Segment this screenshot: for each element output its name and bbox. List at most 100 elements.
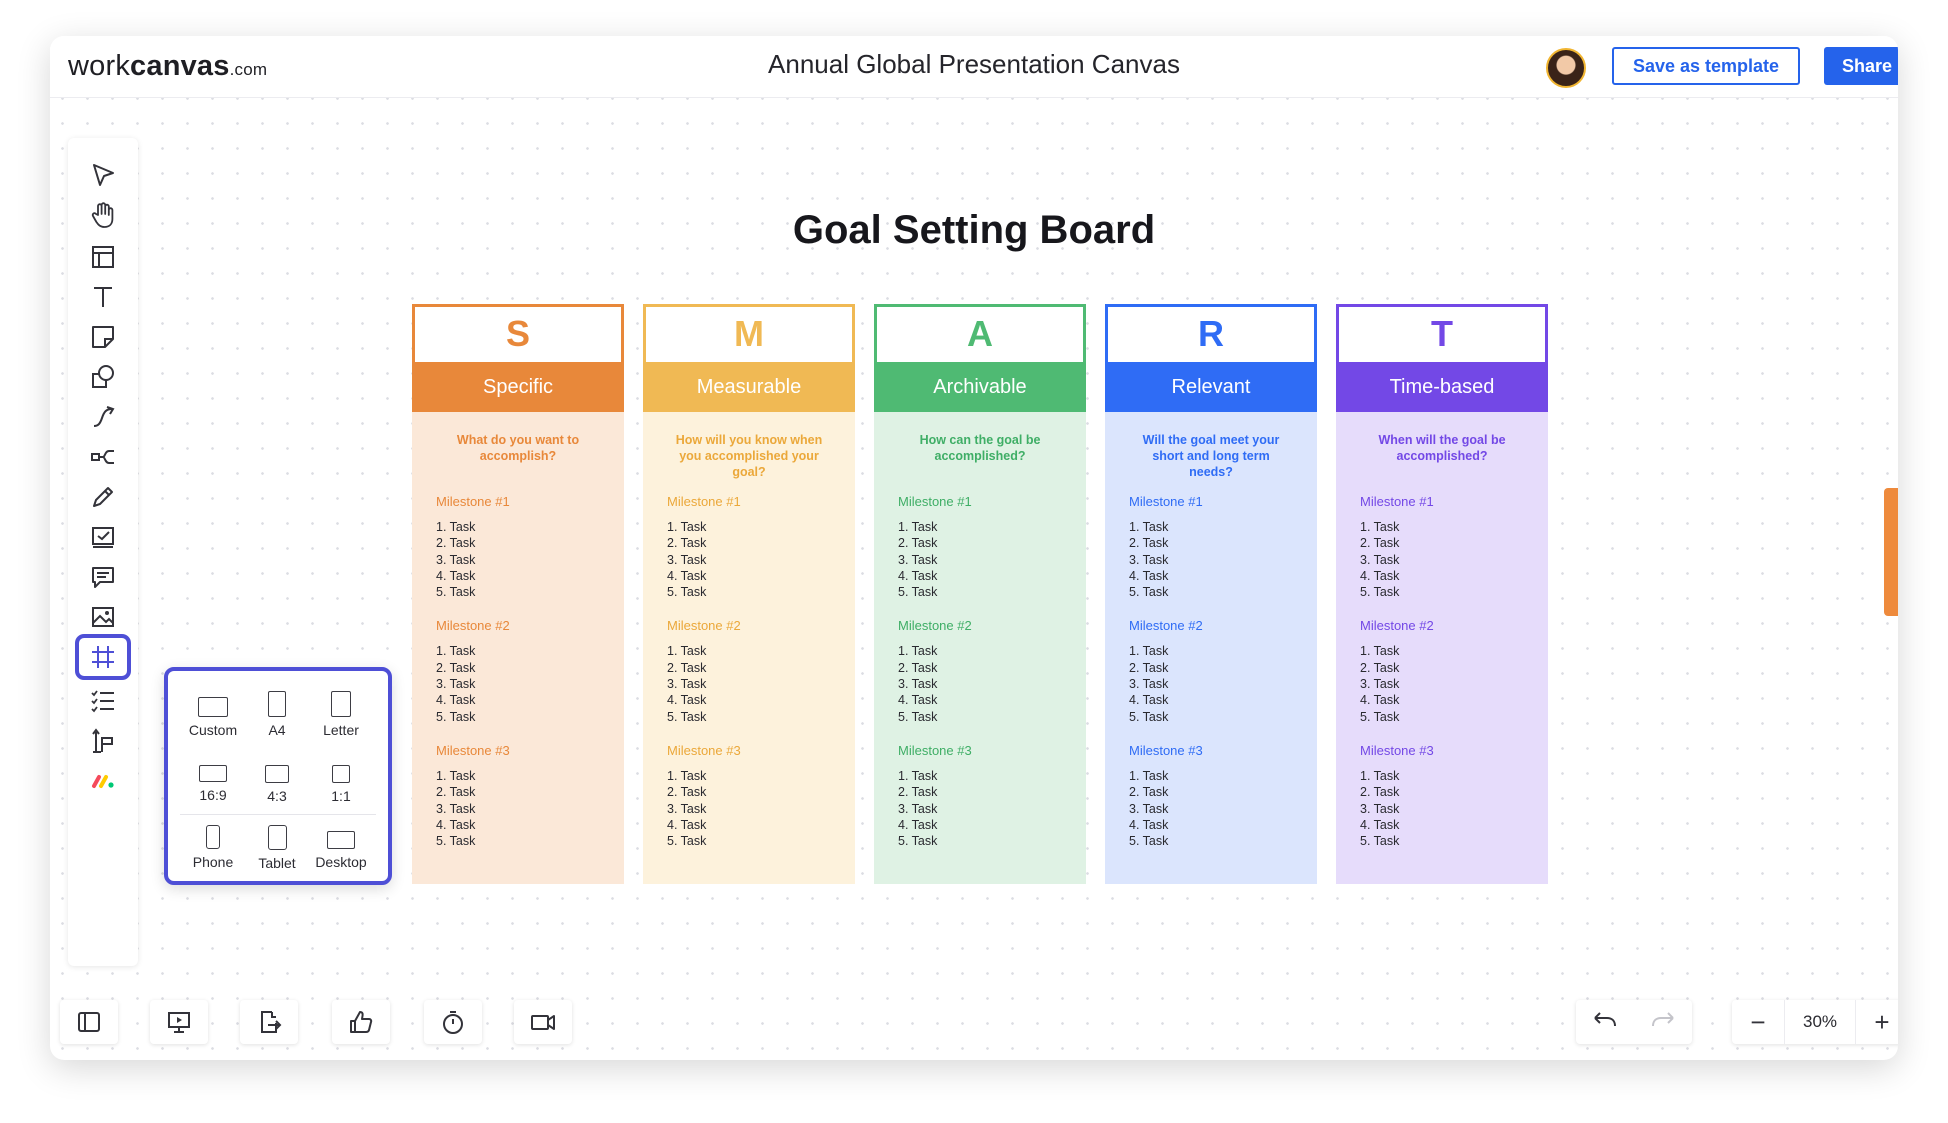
column-relevant[interactable]: R Relevant Will the goal meet your short a…: [1105, 304, 1317, 884]
zoom-level[interactable]: 30%: [1784, 1000, 1856, 1044]
task-item[interactable]: 4. Task: [1129, 693, 1169, 708]
task-item[interactable]: 1. Task: [1360, 768, 1400, 783]
task-item[interactable]: 4. Task: [667, 817, 707, 832]
undo-button[interactable]: [1576, 1000, 1634, 1044]
comment-tool[interactable]: [75, 554, 131, 600]
side-panel-handle[interactable]: [1884, 488, 1898, 616]
task-item[interactable]: 3. Task: [667, 552, 707, 567]
column-specific[interactable]: S Specific What do you want to accomplish?…: [412, 304, 624, 884]
avatar[interactable]: [1546, 48, 1586, 88]
save-as-template-button[interactable]: Save as template: [1612, 47, 1800, 85]
task-item[interactable]: 3. Task: [1129, 552, 1169, 567]
task-item[interactable]: 1. Task: [1360, 520, 1400, 534]
select-tool[interactable]: [75, 152, 131, 198]
pen-tool[interactable]: [75, 474, 131, 520]
share-button[interactable]: Share: [1824, 47, 1898, 85]
column-measurable[interactable]: M Measurable How will you know when you ac…: [643, 304, 855, 884]
task-item[interactable]: 5. Task: [1360, 834, 1400, 849]
task-item[interactable]: 3. Task: [436, 552, 476, 567]
task-item[interactable]: 2. Task: [667, 785, 707, 800]
task-item[interactable]: 1. Task: [898, 520, 938, 534]
task-item[interactable]: 2. Task: [898, 660, 938, 675]
task-item[interactable]: 4. Task: [1129, 817, 1169, 832]
task-item[interactable]: 5. Task: [667, 709, 707, 724]
task-item[interactable]: 3. Task: [1360, 552, 1400, 567]
redo-button[interactable]: [1634, 1000, 1692, 1044]
timer-button[interactable]: [424, 1000, 482, 1044]
task-item[interactable]: 1. Task: [1129, 768, 1169, 783]
list-tool[interactable]: [75, 678, 131, 724]
task-item[interactable]: 2. Task: [898, 785, 938, 800]
task-item[interactable]: 3. Task: [667, 801, 707, 816]
task-item[interactable]: 1. Task: [1129, 644, 1169, 659]
task-item[interactable]: 1. Task: [1129, 520, 1169, 534]
frame-option-desktop[interactable]: Desktop: [306, 825, 376, 881]
shapes-tool[interactable]: [75, 354, 131, 400]
task-item[interactable]: 2. Task: [898, 536, 938, 551]
task-item[interactable]: 5. Task: [1360, 709, 1400, 724]
task-item[interactable]: 2. Task: [1129, 536, 1169, 551]
task-item[interactable]: 2. Task: [1360, 785, 1400, 800]
task-item[interactable]: 4. Task: [436, 693, 476, 708]
task-item[interactable]: 5. Task: [1129, 585, 1169, 600]
column-time-based[interactable]: T Time-based When will the goal be accompl…: [1336, 304, 1548, 884]
task-item[interactable]: 3. Task: [436, 677, 476, 692]
layout-tool[interactable]: [75, 234, 131, 280]
task-item[interactable]: 2. Task: [436, 536, 476, 551]
task-item[interactable]: 1. Task: [436, 644, 476, 659]
vote-button[interactable]: [332, 1000, 390, 1044]
task-item[interactable]: 2. Task: [1360, 660, 1400, 675]
task-item[interactable]: 3. Task: [898, 801, 938, 816]
task-item[interactable]: 5. Task: [898, 709, 938, 724]
checkbox-tool[interactable]: [75, 514, 131, 560]
task-item[interactable]: 5. Task: [898, 585, 938, 600]
task-item[interactable]: 5. Task: [898, 834, 938, 849]
task-item[interactable]: 1. Task: [1360, 644, 1400, 659]
task-item[interactable]: 1. Task: [667, 520, 707, 534]
task-item[interactable]: 1. Task: [667, 644, 707, 659]
column-archivable[interactable]: A Archivable How can the goal be accomplis…: [874, 304, 1086, 884]
task-item[interactable]: 5. Task: [1129, 709, 1169, 724]
task-item[interactable]: 1. Task: [436, 520, 476, 534]
frame-option-4-3[interactable]: 4:3: [242, 765, 312, 821]
video-call-button[interactable]: [514, 1000, 572, 1044]
task-item[interactable]: 4. Task: [667, 693, 707, 708]
task-item[interactable]: 5. Task: [1129, 834, 1169, 849]
task-item[interactable]: 3. Task: [898, 677, 938, 692]
task-item[interactable]: 4. Task: [436, 568, 476, 583]
task-item[interactable]: 2. Task: [1129, 785, 1169, 800]
task-item[interactable]: 5. Task: [436, 709, 476, 724]
task-item[interactable]: 2. Task: [1360, 536, 1400, 551]
document-title[interactable]: Annual Global Presentation Canvas: [768, 49, 1180, 79]
template-tool[interactable]: [75, 718, 131, 764]
task-item[interactable]: 5. Task: [1360, 585, 1400, 600]
task-item[interactable]: 3. Task: [1129, 677, 1169, 692]
task-item[interactable]: 3. Task: [898, 552, 938, 567]
connector-tool[interactable]: [75, 394, 131, 440]
task-item[interactable]: 4. Task: [898, 568, 938, 583]
frame-option-a4[interactable]: A4: [242, 691, 312, 747]
task-item[interactable]: 4. Task: [667, 568, 707, 583]
frame-option-16-9[interactable]: 16:9: [178, 765, 248, 821]
task-item[interactable]: 2. Task: [1129, 660, 1169, 675]
frame-option-tablet[interactable]: Tablet: [242, 825, 312, 881]
task-item[interactable]: 3. Task: [1360, 677, 1400, 692]
task-item[interactable]: 3. Task: [436, 801, 476, 816]
task-item[interactable]: 1. Task: [898, 768, 938, 783]
frame-tool[interactable]: [75, 634, 131, 680]
frame-option-letter[interactable]: Letter: [306, 691, 376, 747]
task-item[interactable]: 5. Task: [667, 834, 707, 849]
frame-option-1-1[interactable]: 1:1: [306, 765, 376, 821]
task-item[interactable]: 1. Task: [667, 768, 707, 783]
task-item[interactable]: 4. Task: [1360, 817, 1400, 832]
image-tool[interactable]: [75, 594, 131, 640]
frame-option-custom[interactable]: Custom: [178, 691, 248, 747]
presentation-button[interactable]: [150, 1000, 208, 1044]
task-item[interactable]: 2. Task: [436, 785, 476, 800]
task-item[interactable]: 5. Task: [667, 585, 707, 600]
task-item[interactable]: 4. Task: [898, 817, 938, 832]
task-item[interactable]: 3. Task: [1129, 801, 1169, 816]
task-item[interactable]: 5. Task: [436, 585, 476, 600]
mindmap-tool[interactable]: [75, 434, 131, 480]
task-item[interactable]: 4. Task: [1360, 568, 1400, 583]
